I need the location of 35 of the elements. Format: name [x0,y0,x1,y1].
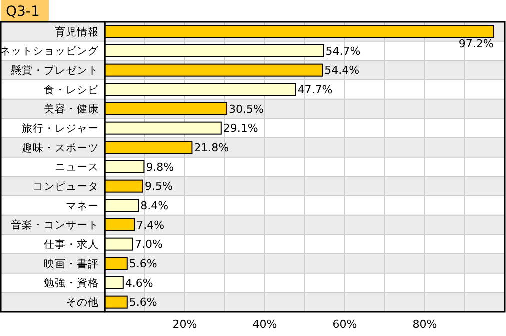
y-tick-label: 食・レシピ [44,84,99,96]
data-label: 5.6% [129,296,158,310]
y-tick-label: 懸賞・プレゼント [10,64,99,78]
data-label: 5.6% [129,258,158,271]
y-tick-label: 仕事・求人 [44,238,99,252]
y-tick-label: ニュース [55,162,99,174]
x-tick-label: 40% [252,318,278,331]
data-label: 54.7% [326,44,361,58]
data-label: 9.8% [146,160,174,174]
y-tick-label: マネー [66,200,99,212]
x-tick-label: 80% [412,318,438,331]
y-tick-label: その他 [66,297,99,310]
data-label: 54.4% [324,64,360,78]
chart-title: Q3-1 [6,4,40,20]
y-tick-label: 旅行・レジャー [22,122,99,136]
y-tick-label: ネットショッピング [0,46,100,58]
data-label: 47.7% [298,84,333,97]
y-tick-label: 勉強・資格 [44,278,99,290]
y-tick-label: 趣味・スポーツ [22,141,99,154]
x-tick-label: 60% [332,318,358,331]
data-label: 30.5% [229,102,264,116]
y-tick-label: 美容・健康 [44,102,99,116]
data-label: 29.1% [223,122,258,136]
data-label: 8.4% [140,200,169,213]
y-tick-label: 音楽・コンサート [11,218,99,232]
data-label: 9.5% [145,180,173,194]
data-label: 4.6% [125,276,154,290]
data-label: 7.4% [136,218,165,232]
x-tick-label: 20% [172,318,198,331]
y-tick-label: コンピュータ [33,181,99,194]
data-label: 21.8% [194,142,230,155]
data-label: 97.2% [458,38,494,51]
data-label: 7.0% [135,238,163,252]
y-tick-label: 育児情報 [55,25,99,38]
y-tick-label: 映画・書評 [44,257,99,270]
